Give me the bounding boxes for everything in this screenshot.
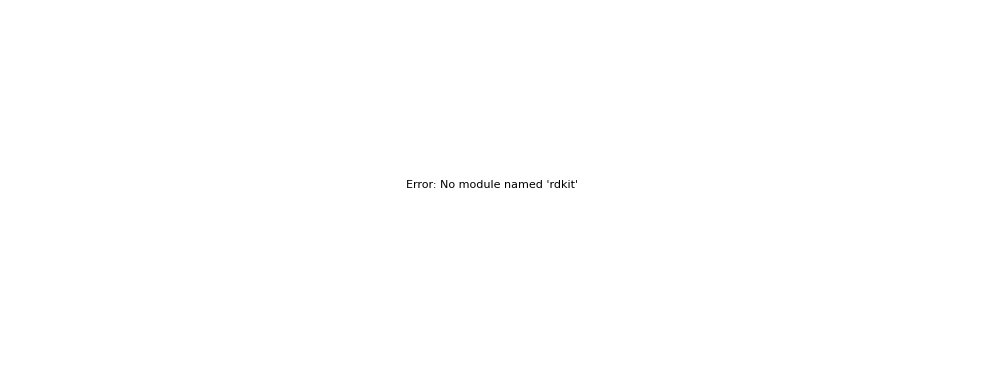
Text: Error: No module named 'rdkit': Error: No module named 'rdkit'	[407, 181, 578, 190]
